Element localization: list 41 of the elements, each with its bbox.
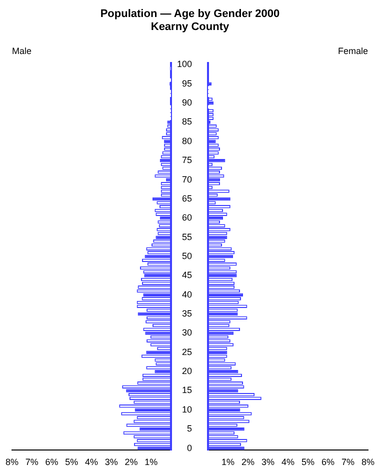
y-tick-label: 70 [182, 174, 192, 184]
chart-title: Population — Age by Gender 2000 [99, 8, 281, 21]
chart-title: Female [338, 46, 368, 56]
y-tick-label: 15 [182, 385, 192, 396]
x-tick-label: 6% [45, 457, 58, 468]
x-tick-label: 6% [321, 457, 335, 468]
y-tick-label: 35 [182, 308, 192, 319]
x-tick-label: 4% [281, 457, 295, 468]
x-tick-label: 8% [361, 457, 375, 468]
x-tick-label: 2% [124, 457, 138, 468]
y-tick-label: 5 [186, 424, 192, 434]
y-tick-label: 0 [186, 442, 192, 453]
y-tick-label: 65 [182, 193, 192, 204]
y-tick-label: 90 [182, 98, 192, 108]
x-tick-label: 3% [104, 457, 118, 468]
y-tick-label: 85 [182, 116, 192, 127]
y-tick-label: 60 [182, 212, 192, 223]
x-tick-label: 2% [241, 457, 255, 468]
x-tick-label: 1% [144, 457, 158, 468]
x-tick-label: 7% [25, 457, 38, 468]
y-tick-label: 10 [182, 404, 192, 414]
y-tick-label: 75 [182, 155, 192, 166]
y-tick-label: 30 [182, 328, 192, 338]
y-tick-label: 80 [182, 136, 192, 146]
y-tick-label: 50 [182, 250, 192, 261]
x-tick-label: 5% [65, 457, 78, 468]
y-tick-label: 55 [182, 232, 192, 242]
x-tick-label: 5% [301, 457, 315, 468]
y-tick-label: 20 [182, 366, 192, 376]
y-tick-label: 45 [182, 270, 192, 280]
y-tick-label: 40 [182, 289, 192, 300]
y-tick-label: 25 [182, 346, 192, 357]
text: Male [12, 46, 32, 56]
chart-subtitle: Kearny County [150, 21, 230, 34]
x-tick-label: 7% [341, 457, 355, 468]
x-tick-label: 3% [261, 457, 275, 468]
x-tick-label: 1% [221, 457, 235, 468]
y-tick-label: 95 [182, 78, 192, 88]
y-tick-label: 100 [176, 59, 192, 70]
x-tick-label: 4% [84, 457, 98, 468]
x-tick-label: 8% [5, 457, 19, 468]
